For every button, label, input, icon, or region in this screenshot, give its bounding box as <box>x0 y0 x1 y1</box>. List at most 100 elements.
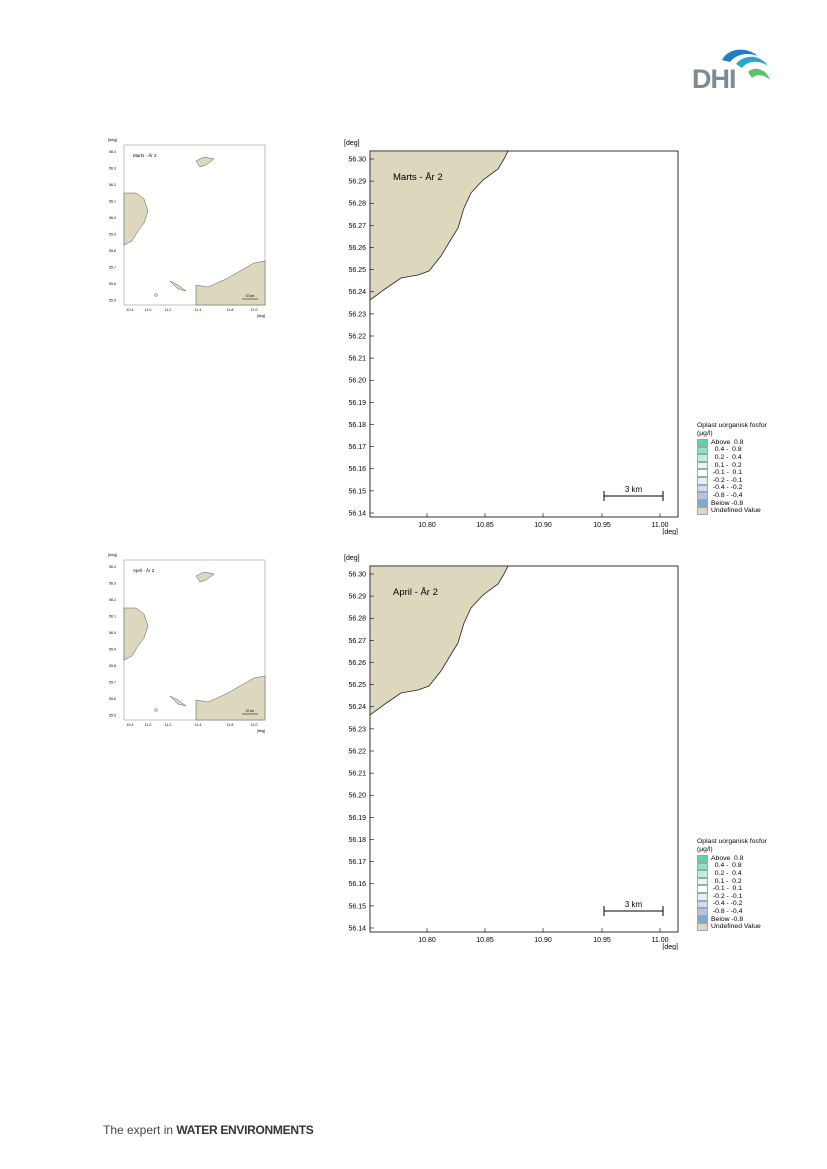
footer-emphasis: WATER ENVIRONMENTS <box>176 1123 314 1137</box>
thumb-x-tick-label: 11.0 <box>145 723 152 727</box>
legend-label: 0.4 - 0.8 <box>711 446 742 454</box>
thumb-y-tick-label: 56.4 <box>109 565 116 569</box>
legend-item: Undefined Value <box>697 507 797 515</box>
y-tick-label: 56.16 <box>348 881 366 888</box>
thumb-x-tick-label: 11.8 <box>227 723 234 727</box>
thumb-x-tick-label: 11.4 <box>195 723 202 727</box>
legend-1: Oplast uorganisk fosfor (µg/l) Above 0.8 0… <box>697 422 797 515</box>
thumb-land-west <box>123 607 149 661</box>
legend-label: -0.1 - 0.1 <box>711 885 742 893</box>
y-tick-label: 56.21 <box>348 771 366 778</box>
legend-item: 0.1 - 0.2 <box>697 878 797 886</box>
detail-map-1: [deg] 56.30 56.29 56.28 56.27 56.26 56.25 56.24… <box>344 140 679 535</box>
thumb-y-tick-label: 56.3 <box>109 167 116 171</box>
detail-map-2: [deg] 56.30 56.29 56.28 56.27 56.26 56.25 56.24… <box>344 555 679 950</box>
x-tick-label: 10.80 <box>418 937 436 944</box>
legend-title: Oplast uorganisk fosfor (µg/l) <box>697 838 797 854</box>
thumb-y-tick-label: 55.7 <box>109 681 116 685</box>
legend-item: -0.2 - -0.1 <box>697 477 797 485</box>
overview-map-1: [deg] 56.4 56.3 56.2 56.1 56.0 55.9 55.8 55.7 55.… <box>108 137 266 318</box>
y-tick-label: 56.20 <box>348 793 366 800</box>
x-axis-unit: [deg] <box>662 944 678 950</box>
thumb-y-tick-label: 55.5 <box>109 299 116 303</box>
legend-swatch <box>697 454 708 462</box>
legend-label: 0.4 - 0.8 <box>711 862 742 870</box>
legend-unit: (µg/l) <box>697 430 713 437</box>
map-panel-2: [deg] 56.4 56.3 56.2 56.1 56.0 55.9 55.8 55.7 55.… <box>0 550 827 960</box>
thumb-island <box>195 156 215 168</box>
legend-swatch <box>697 476 708 485</box>
legend-title-text: Oplast uorganisk fosfor <box>697 838 767 845</box>
thumb-islet <box>169 280 187 292</box>
thumb-y-tick-label: 56.3 <box>109 582 116 586</box>
legend-swatch <box>697 446 708 455</box>
y-tick-label: 56.22 <box>348 748 366 755</box>
thumb-y-tick-label: 55.9 <box>109 233 116 237</box>
thumb-x-tick-label: 11.8 <box>227 308 234 312</box>
y-tick-label: 56.24 <box>348 704 366 711</box>
map-title: April - År 2 <box>393 587 438 598</box>
x-tick-label: 10.85 <box>476 522 494 529</box>
legend-swatch <box>697 855 708 863</box>
legend-item: -0.4 - -0.2 <box>697 484 797 493</box>
y-tick-label: 56.16 <box>348 466 366 473</box>
legend-unit: (µg/l) <box>697 846 713 853</box>
legend-label: Below -0.8 <box>711 499 744 507</box>
x-tick-label: 10.80 <box>418 522 436 529</box>
thumb-land-southeast <box>195 675 266 721</box>
legend-label: -0.1 - 0.1 <box>711 469 742 477</box>
x-axis-unit: [deg] <box>662 529 678 535</box>
thumb-scale-label: 10 km <box>246 709 255 713</box>
legend-label: -0.8 - -0.4 <box>711 907 743 915</box>
legend-label: Undefined Value <box>711 923 761 931</box>
thumb-y-tick-label: 56.4 <box>109 150 116 154</box>
legend-item: -0.1 - 0.1 <box>697 469 797 477</box>
legend-item: Below -0.8 <box>697 500 797 508</box>
y-tick-label: 56.29 <box>348 179 366 186</box>
thumb-y-tick-label: 55.8 <box>109 664 116 668</box>
footer-tagline: The expert in WATER ENVIRONMENTS <box>103 1123 314 1137</box>
thumb-x-tick-label: 11.4 <box>195 308 202 312</box>
thumb-y-tick-label: 56.0 <box>109 216 116 220</box>
legend-swatch <box>697 484 708 493</box>
y-tick-label: 56.18 <box>348 837 366 844</box>
legend-label: Above 0.8 <box>711 854 744 862</box>
y-tick-label: 56.19 <box>348 815 366 822</box>
legend-swatch <box>697 892 708 901</box>
y-tick-label: 56.30 <box>348 571 366 578</box>
legend-item: 0.1 - 0.2 <box>697 462 797 470</box>
y-tick-label: 56.17 <box>348 444 366 451</box>
legend-label: 0.2 - 0.4 <box>711 453 742 461</box>
legend-item: -0.4 - -0.2 <box>697 900 797 909</box>
legend-swatch <box>697 870 708 878</box>
thumb-x-tick-label: 10.4 <box>127 308 134 312</box>
thumb-title: Marts - År 2 <box>133 152 157 158</box>
y-tick-label: 56.22 <box>348 333 366 340</box>
y-tick-label: 56.15 <box>348 488 366 495</box>
thumb-y-tick-label: 56.2 <box>109 598 116 602</box>
y-tick-label: 56.23 <box>348 726 366 733</box>
y-tick-label: 56.24 <box>348 289 366 296</box>
map-title: Marts - År 2 <box>393 172 443 183</box>
y-tick-label: 56.28 <box>348 201 366 208</box>
y-tick-label: 56.20 <box>348 378 366 385</box>
legend-swatch <box>697 900 708 909</box>
y-tick-label: 56.21 <box>348 356 366 363</box>
land-area <box>369 150 509 301</box>
legend-2: Oplast uorganisk fosfor (µg/l) Above 0.8 0… <box>697 838 797 931</box>
y-tick-label: 56.26 <box>348 245 366 252</box>
thumb-title: April - År 2 <box>133 567 155 573</box>
legend-item: 0.4 - 0.8 <box>697 862 797 871</box>
thumb-x-tick-label: 11.2 <box>165 308 172 312</box>
y-tick-label: 56.30 <box>348 156 366 163</box>
dhi-wave-icon <box>722 49 770 80</box>
legend-item: 0.2 - 0.4 <box>697 870 797 878</box>
y-tick-label: 56.26 <box>348 660 366 667</box>
thumb-y-tick-label: 56.2 <box>109 183 116 187</box>
overview-map-2: [deg] 56.4 56.3 56.2 56.1 56.0 55.9 55.8 55.7 55.… <box>108 552 266 733</box>
y-tick-label: 56.27 <box>348 638 366 645</box>
thumb-island <box>195 571 215 583</box>
dhi-logo <box>688 46 778 96</box>
legend-swatch <box>697 862 708 871</box>
y-tick-label: 56.19 <box>348 400 366 407</box>
